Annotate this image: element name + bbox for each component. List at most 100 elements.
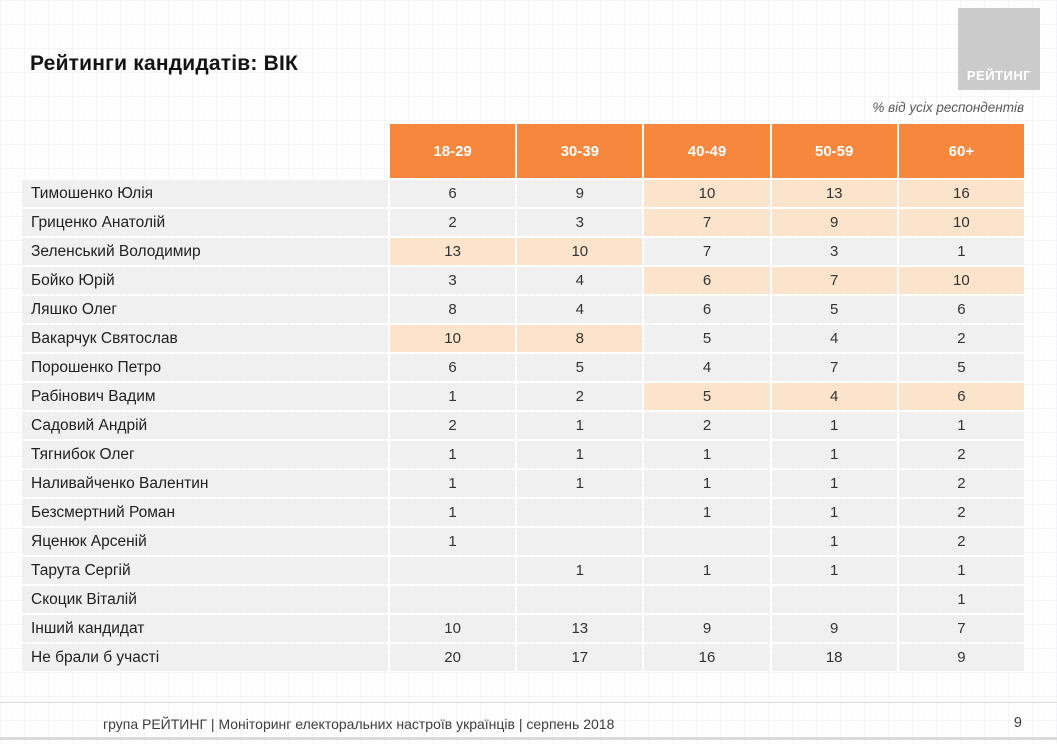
value-cell: 1 <box>771 499 897 526</box>
value-cell: 4 <box>517 267 643 294</box>
value-cell: 10 <box>644 180 770 207</box>
value-cell: 2 <box>390 412 516 439</box>
age-column-header: 50-59 <box>771 124 897 178</box>
value-cell: 7 <box>644 238 770 265</box>
value-cell: 5 <box>898 354 1024 381</box>
value-cell: 13 <box>517 615 643 642</box>
value-cell: 9 <box>644 615 770 642</box>
value-cell: 1 <box>771 557 897 584</box>
bottom-edge-line <box>0 737 1057 740</box>
value-cell: 8 <box>390 296 516 323</box>
value-cell: 1 <box>644 499 770 526</box>
value-cell: 9 <box>898 644 1024 671</box>
age-column-header: 18-29 <box>390 124 516 178</box>
candidate-name: Наливайченко Валентин <box>22 470 388 497</box>
value-cell: 7 <box>771 267 897 294</box>
value-cell: 1 <box>898 412 1024 439</box>
value-cell: 4 <box>771 325 897 352</box>
value-cell: 2 <box>898 325 1024 352</box>
value-cell: 2 <box>644 412 770 439</box>
value-cell: 1 <box>390 528 516 555</box>
value-cell <box>644 528 770 555</box>
value-cell: 4 <box>517 296 643 323</box>
value-cell: 13 <box>390 238 516 265</box>
candidate-name: Безсмертний Роман <box>22 499 388 526</box>
value-cell: 5 <box>644 383 770 410</box>
value-cell: 3 <box>517 209 643 236</box>
value-cell: 1 <box>771 470 897 497</box>
value-cell: 1 <box>644 441 770 468</box>
value-cell: 2 <box>390 209 516 236</box>
value-cell: 7 <box>898 615 1024 642</box>
value-cell: 1 <box>517 470 643 497</box>
value-cell <box>390 557 516 584</box>
footer-text: група РЕЙТИНГ | Моніторинг електоральних… <box>103 716 615 732</box>
value-cell: 1 <box>517 441 643 468</box>
value-cell: 1 <box>771 412 897 439</box>
candidate-name: Порошенко Петро <box>22 354 388 381</box>
candidate-name: Скоцик Віталій <box>22 586 388 613</box>
value-cell: 2 <box>898 528 1024 555</box>
value-cell: 10 <box>898 267 1024 294</box>
value-cell: 18 <box>771 644 897 671</box>
value-cell: 16 <box>644 644 770 671</box>
candidate-name: Тимошенко Юлія <box>22 180 388 207</box>
value-cell: 10 <box>390 325 516 352</box>
value-cell: 5 <box>644 325 770 352</box>
value-cell: 1 <box>771 528 897 555</box>
value-cell: 7 <box>644 209 770 236</box>
value-cell: 10 <box>517 238 643 265</box>
candidate-name: Яценюк Арсеній <box>22 528 388 555</box>
value-cell: 1 <box>898 238 1024 265</box>
value-cell: 1 <box>644 470 770 497</box>
value-cell: 2 <box>898 499 1024 526</box>
value-cell: 17 <box>517 644 643 671</box>
rating-group-logo-text: РЕЙТИНГ <box>966 68 1032 83</box>
age-column-header: 30-39 <box>517 124 643 178</box>
value-cell: 9 <box>517 180 643 207</box>
candidate-name: Тягнибок Олег <box>22 441 388 468</box>
value-cell <box>771 586 897 613</box>
candidate-name: Ляшко Олег <box>22 296 388 323</box>
value-cell: 1 <box>390 441 516 468</box>
candidate-name: Садовий Андрій <box>22 412 388 439</box>
value-cell: 6 <box>390 180 516 207</box>
value-cell: 3 <box>771 238 897 265</box>
value-cell: 20 <box>390 644 516 671</box>
ratings-table: 18-29 30-39 40-49 50-59 60+ Тимошенко Юлія 6 9 1… <box>22 124 1024 671</box>
value-cell: 1 <box>390 470 516 497</box>
age-column-header: 60+ <box>898 124 1024 178</box>
value-cell: 9 <box>771 209 897 236</box>
candidate-name: Не брали б участі <box>22 644 388 671</box>
candidate-name: Зеленський Володимир <box>22 238 388 265</box>
value-cell: 1 <box>898 557 1024 584</box>
value-cell: 1 <box>517 557 643 584</box>
value-cell: 6 <box>898 296 1024 323</box>
rating-group-logo: РЕЙТИНГ <box>958 8 1040 90</box>
value-cell: 5 <box>771 296 897 323</box>
value-cell: 6 <box>644 296 770 323</box>
value-cell: 9 <box>771 615 897 642</box>
value-cell: 13 <box>771 180 897 207</box>
candidate-name: Вакарчук Святослав <box>22 325 388 352</box>
value-cell: 6 <box>390 354 516 381</box>
candidate-name: Інший кандидат <box>22 615 388 642</box>
value-cell: 6 <box>898 383 1024 410</box>
value-cell: 10 <box>898 209 1024 236</box>
candidate-name: Бойко Юрій <box>22 267 388 294</box>
value-cell: 2 <box>898 441 1024 468</box>
candidate-name: Тарута Сергій <box>22 557 388 584</box>
value-cell <box>517 499 643 526</box>
value-cell: 4 <box>771 383 897 410</box>
page-title: Рейтинги кандидатів: ВІК <box>30 52 299 75</box>
footer-divider <box>0 702 1057 703</box>
value-cell: 1 <box>390 383 516 410</box>
age-column-header: 40-49 <box>644 124 770 178</box>
value-cell: 16 <box>898 180 1024 207</box>
value-cell: 2 <box>517 383 643 410</box>
value-cell <box>644 586 770 613</box>
value-cell: 7 <box>771 354 897 381</box>
value-cell: 3 <box>390 267 516 294</box>
value-cell: 5 <box>517 354 643 381</box>
value-cell <box>517 528 643 555</box>
